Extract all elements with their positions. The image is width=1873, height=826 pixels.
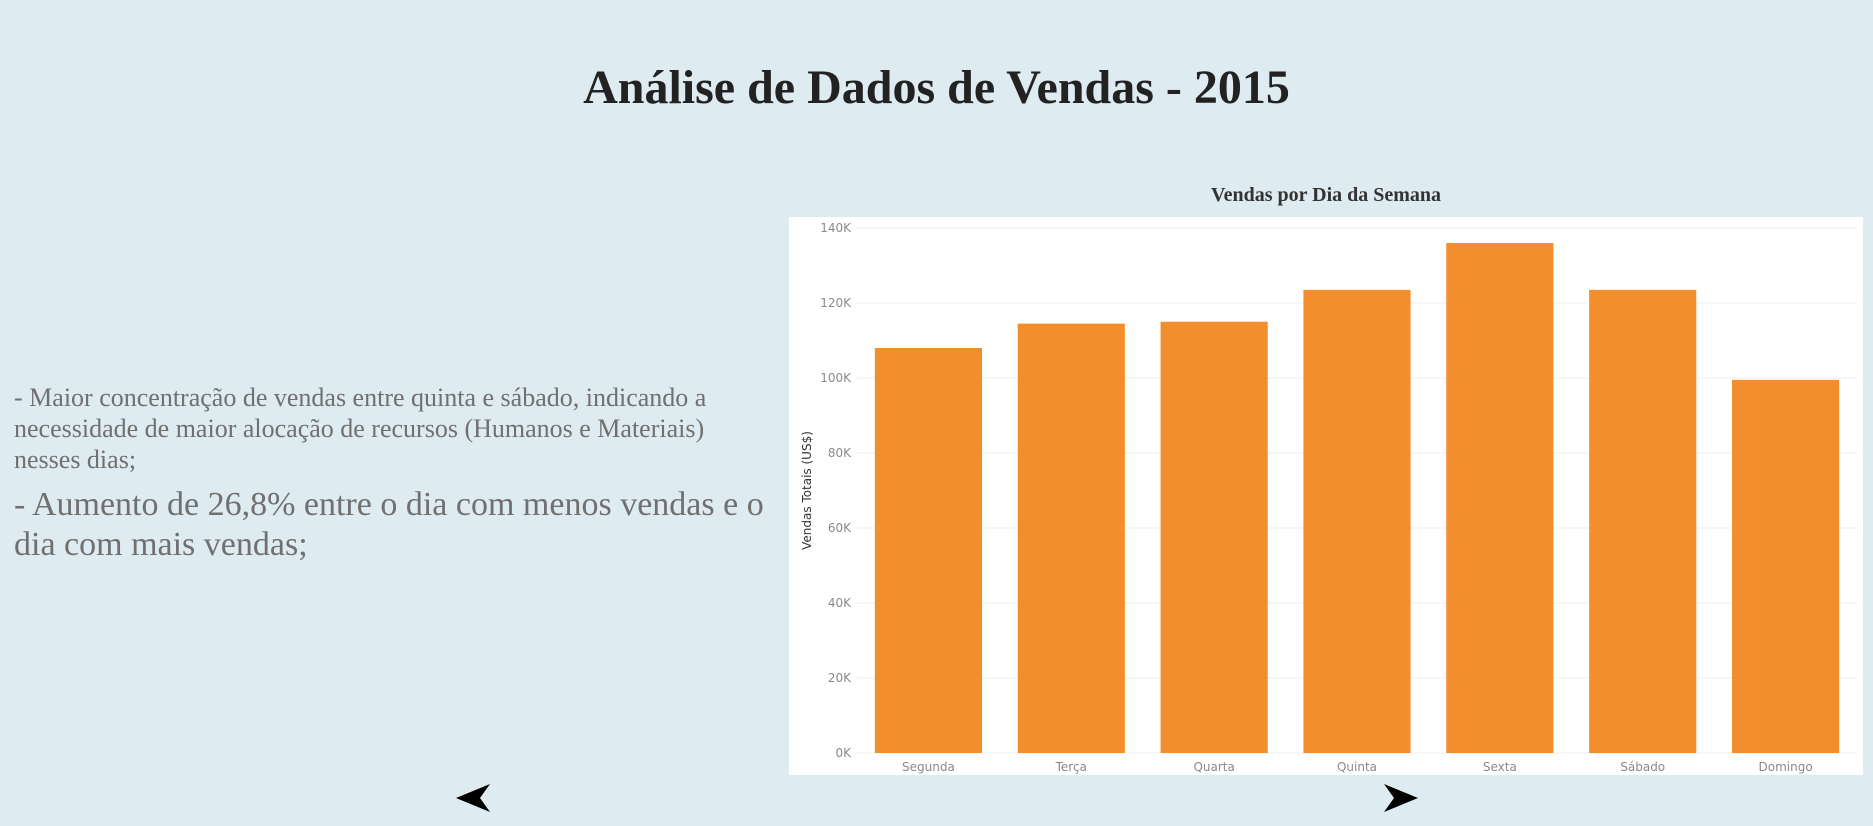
x-axis-ticks: Segunda Terça Quarta Quinta Sexta Sábado Domin… xyxy=(902,760,1813,774)
y-axis-ticks: 0K 20K 40K 60K 80K 100K 120K 140K xyxy=(820,221,852,760)
bar-chart: 0K 20K 40K 60K 80K 100K 120K 140K Segunda Terça Q… xyxy=(800,221,1857,774)
insights-panel: - Maior concentração de vendas entre qui… xyxy=(14,382,776,565)
y-tick-label: 80K xyxy=(828,446,852,460)
bar-terça[interactable] xyxy=(1017,323,1125,753)
bar-domingo[interactable] xyxy=(1732,379,1840,753)
x-tick-label: Domingo xyxy=(1758,760,1812,774)
x-tick-label: Quarta xyxy=(1193,760,1234,774)
insight-note: - Aumento de 26,8% entre o dia com menos… xyxy=(14,486,764,563)
chart-panel: 0K 20K 40K 60K 80K 100K 120K 140K Segunda Terça Q… xyxy=(789,217,1863,775)
y-tick-label: 20K xyxy=(828,671,852,685)
x-tick-label: Segunda xyxy=(902,760,955,774)
x-tick-label: Sábado xyxy=(1620,760,1665,774)
insight-note: - Maior concentração de vendas entre qui… xyxy=(14,383,707,474)
y-tick-label: 0K xyxy=(835,746,852,760)
bar-sexta[interactable] xyxy=(1446,243,1554,753)
arrow-left-icon[interactable] xyxy=(456,784,490,812)
bars xyxy=(874,243,1840,753)
bar-quarta[interactable] xyxy=(1160,321,1268,753)
x-tick-label: Sexta xyxy=(1483,760,1517,774)
y-tick-label: 60K xyxy=(828,521,852,535)
bar-sábado[interactable] xyxy=(1589,289,1697,753)
y-axis-label: Vendas Totais (US$) xyxy=(800,431,814,550)
arrow-right-icon[interactable] xyxy=(1384,784,1418,812)
page-title: Análise de Dados de Vendas - 2015 xyxy=(583,61,1290,114)
chart-title: Vendas por Dia da Semana xyxy=(1210,184,1442,206)
bar-segunda[interactable] xyxy=(874,348,982,753)
x-tick-label: Terça xyxy=(1055,760,1087,774)
y-tick-label: 100K xyxy=(820,371,852,385)
y-tick-label: 140K xyxy=(820,221,852,235)
y-tick-label: 40K xyxy=(828,596,852,610)
x-tick-label: Quinta xyxy=(1337,760,1377,774)
bar-quinta[interactable] xyxy=(1303,289,1411,753)
y-tick-label: 120K xyxy=(820,296,852,310)
